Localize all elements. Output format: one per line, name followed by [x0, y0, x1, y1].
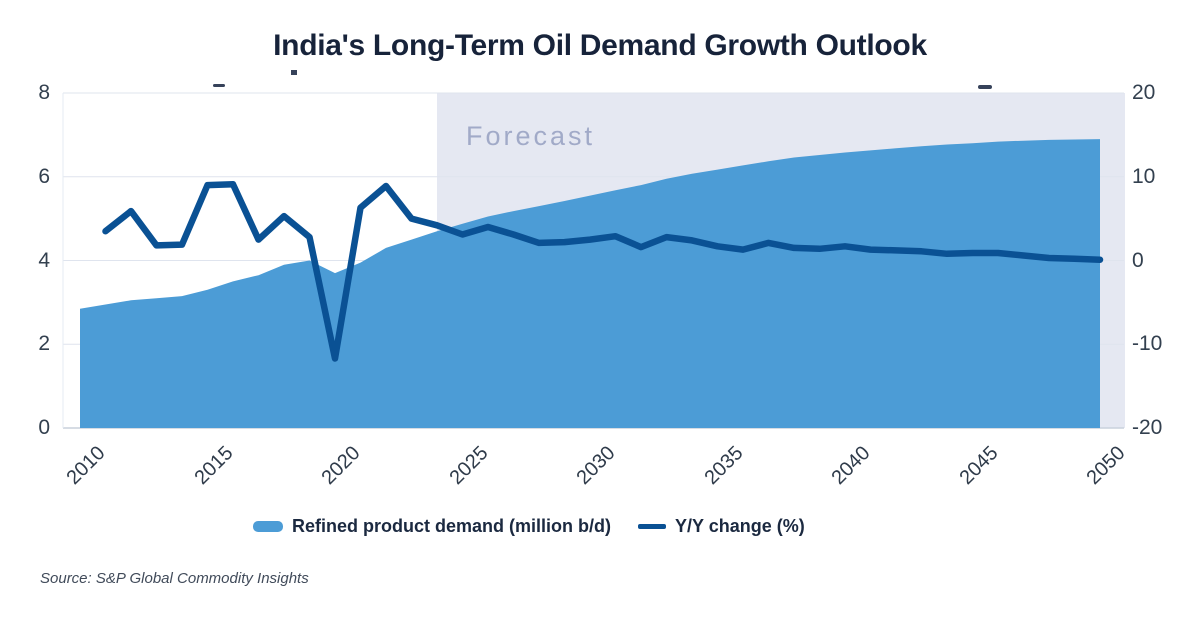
- legend-item-yy-change: Y/Y change (%): [638, 516, 805, 537]
- legend-label-demand: Refined product demand (million b/d): [292, 516, 611, 536]
- y-axis-label-left: 4: [38, 248, 50, 272]
- y-axis-label-right: 0: [1132, 248, 1144, 272]
- yy-change-line-series: [102, 181, 1104, 362]
- chart-title: India's Long-Term Oil Demand Growth Outl…: [273, 29, 927, 62]
- y-axis-label-right: -10: [1132, 332, 1163, 356]
- source-credit: Source: S&P Global Commodity Insights: [40, 570, 309, 587]
- cropped-ui-artifact: [291, 70, 297, 75]
- y-axis-label-right: 20: [1132, 81, 1156, 104]
- legend-item-demand: Refined product demand (million b/d): [253, 516, 611, 537]
- line-series-swatch: [638, 524, 666, 529]
- y-axis-label-left: 8: [38, 81, 50, 104]
- legend: Refined product demand (million b/d) Y/Y…: [253, 516, 805, 537]
- forecast-region-label: Forecast: [466, 121, 596, 151]
- cropped-ui-artifact: [213, 84, 225, 87]
- y-axis-label-left: 0: [38, 416, 50, 439]
- cropped-ui-artifact: [978, 85, 992, 89]
- y-axis-label-right: -20: [1132, 416, 1163, 439]
- y-axis-label-left: 6: [38, 164, 50, 188]
- area-series-swatch: [253, 521, 283, 532]
- y-axis-label-left: 2: [38, 332, 50, 356]
- y-axis-label-right: 10: [1132, 164, 1156, 188]
- legend-label-yy-change: Y/Y change (%): [675, 516, 805, 536]
